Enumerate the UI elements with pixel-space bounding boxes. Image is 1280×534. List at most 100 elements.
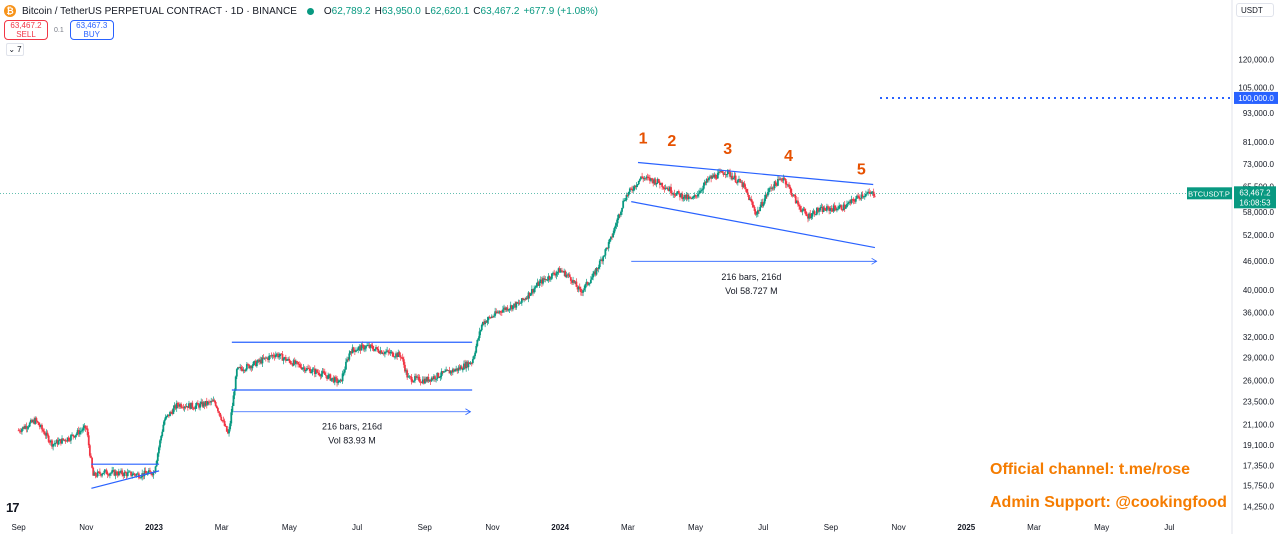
candle-body	[222, 420, 225, 422]
candle-body	[661, 182, 664, 187]
candle-body	[435, 378, 438, 380]
candle-body	[475, 345, 478, 353]
symbol-title[interactable]: Bitcoin / TetherUS PERPETUAL CONTRACT · …	[22, 5, 297, 17]
candle-body	[539, 279, 542, 282]
candle-body	[537, 282, 540, 286]
candle-body	[446, 369, 449, 371]
candle-body	[473, 356, 475, 360]
candle-body	[338, 380, 341, 383]
candle-body	[765, 194, 768, 196]
wedge-lower-line	[631, 201, 876, 249]
candle-body	[191, 402, 194, 408]
tradingview-logo-icon[interactable]: 17	[6, 500, 20, 515]
y-tick-label: 19,100.0	[1243, 441, 1275, 450]
candle-body	[684, 194, 687, 199]
candle-body	[871, 191, 874, 193]
candle-body	[378, 351, 381, 354]
candle-body	[168, 414, 170, 417]
candle-body	[451, 369, 454, 373]
candle-body	[589, 279, 592, 284]
x-tick-label: Mar	[1027, 523, 1041, 532]
candle-body	[662, 186, 665, 188]
candle-body	[33, 420, 36, 424]
candle-body	[80, 430, 82, 432]
y-tick-label: 73,000.0	[1243, 160, 1275, 169]
candle-body	[221, 420, 224, 421]
ohlc-open: O62,789.2	[323, 5, 371, 17]
candle-body	[180, 404, 183, 408]
candle-body	[133, 473, 136, 475]
symbol-header[interactable]: ₿ Bitcoin / TetherUS PERPETUAL CONTRACT …	[4, 3, 598, 19]
candle-body	[820, 206, 823, 208]
candle-body	[322, 371, 325, 373]
buy-price: 63,467.3	[76, 21, 108, 30]
target-price-tag-label: 100,000.0	[1238, 94, 1274, 103]
candle-body	[282, 358, 285, 361]
candle-body	[194, 405, 197, 409]
x-tick-label: May	[1094, 523, 1109, 532]
candle-body	[17, 430, 20, 432]
candle-body	[643, 178, 646, 180]
candle-body	[594, 271, 597, 275]
candle-body	[174, 405, 177, 409]
candle-body	[333, 377, 336, 383]
candle-body	[821, 206, 824, 212]
candle-body	[149, 470, 151, 472]
candle-body	[125, 473, 128, 477]
countdown-label: 16:08:53	[1239, 198, 1271, 207]
candle-body	[313, 368, 316, 374]
candle-body	[444, 371, 446, 373]
candle-body	[526, 297, 529, 299]
candle-body	[143, 470, 146, 477]
candle-body	[348, 353, 351, 360]
candle-body	[769, 187, 772, 189]
candle-body	[247, 364, 249, 365]
candle-body	[62, 438, 65, 441]
buy-label: BUY	[83, 30, 100, 39]
candle-body	[575, 281, 578, 287]
candle-body	[228, 429, 230, 434]
candle-body	[395, 353, 397, 357]
candle-body	[637, 180, 640, 185]
candle-body	[237, 367, 239, 370]
candle-body	[294, 361, 297, 364]
candle-body	[101, 474, 104, 476]
candle-body	[165, 415, 168, 417]
candle-body	[853, 200, 856, 202]
sell-button[interactable]: 63,467.2 SELL	[4, 20, 48, 40]
candle-body	[257, 359, 259, 363]
candle-body	[311, 369, 314, 372]
candle-body	[76, 430, 79, 434]
candle-body	[457, 367, 460, 371]
candle-body	[569, 277, 572, 281]
buy-button[interactable]: 63,467.3 BUY	[69, 20, 114, 40]
candle-body	[371, 346, 374, 349]
x-tick-label: Nov	[891, 523, 905, 532]
candle-body	[535, 286, 538, 288]
measure-range-volume: Vol 83.93 M	[328, 435, 376, 445]
candle-body	[487, 317, 490, 321]
candle-body	[873, 195, 876, 197]
candle-body	[839, 205, 842, 207]
candle-body	[468, 362, 471, 364]
candle-body	[81, 430, 83, 432]
candle-body	[411, 381, 414, 383]
candle-body	[544, 279, 547, 280]
candle-body	[574, 281, 577, 283]
candle-body	[553, 272, 556, 275]
candle-body	[564, 270, 567, 277]
candle-body	[389, 351, 392, 354]
candle-body	[822, 207, 825, 212]
candle-body	[83, 425, 86, 428]
indicators-toggle[interactable]: ⌄ 7	[6, 43, 24, 56]
candle-body	[837, 208, 839, 210]
candle-body	[842, 204, 845, 211]
currency-selector[interactable]: USDT	[1236, 3, 1274, 17]
candle-body	[248, 364, 250, 369]
candle-body	[785, 184, 788, 186]
candle-body	[547, 276, 550, 280]
candle-body	[611, 236, 613, 238]
candle-body	[830, 208, 833, 210]
candle-body	[24, 426, 27, 429]
